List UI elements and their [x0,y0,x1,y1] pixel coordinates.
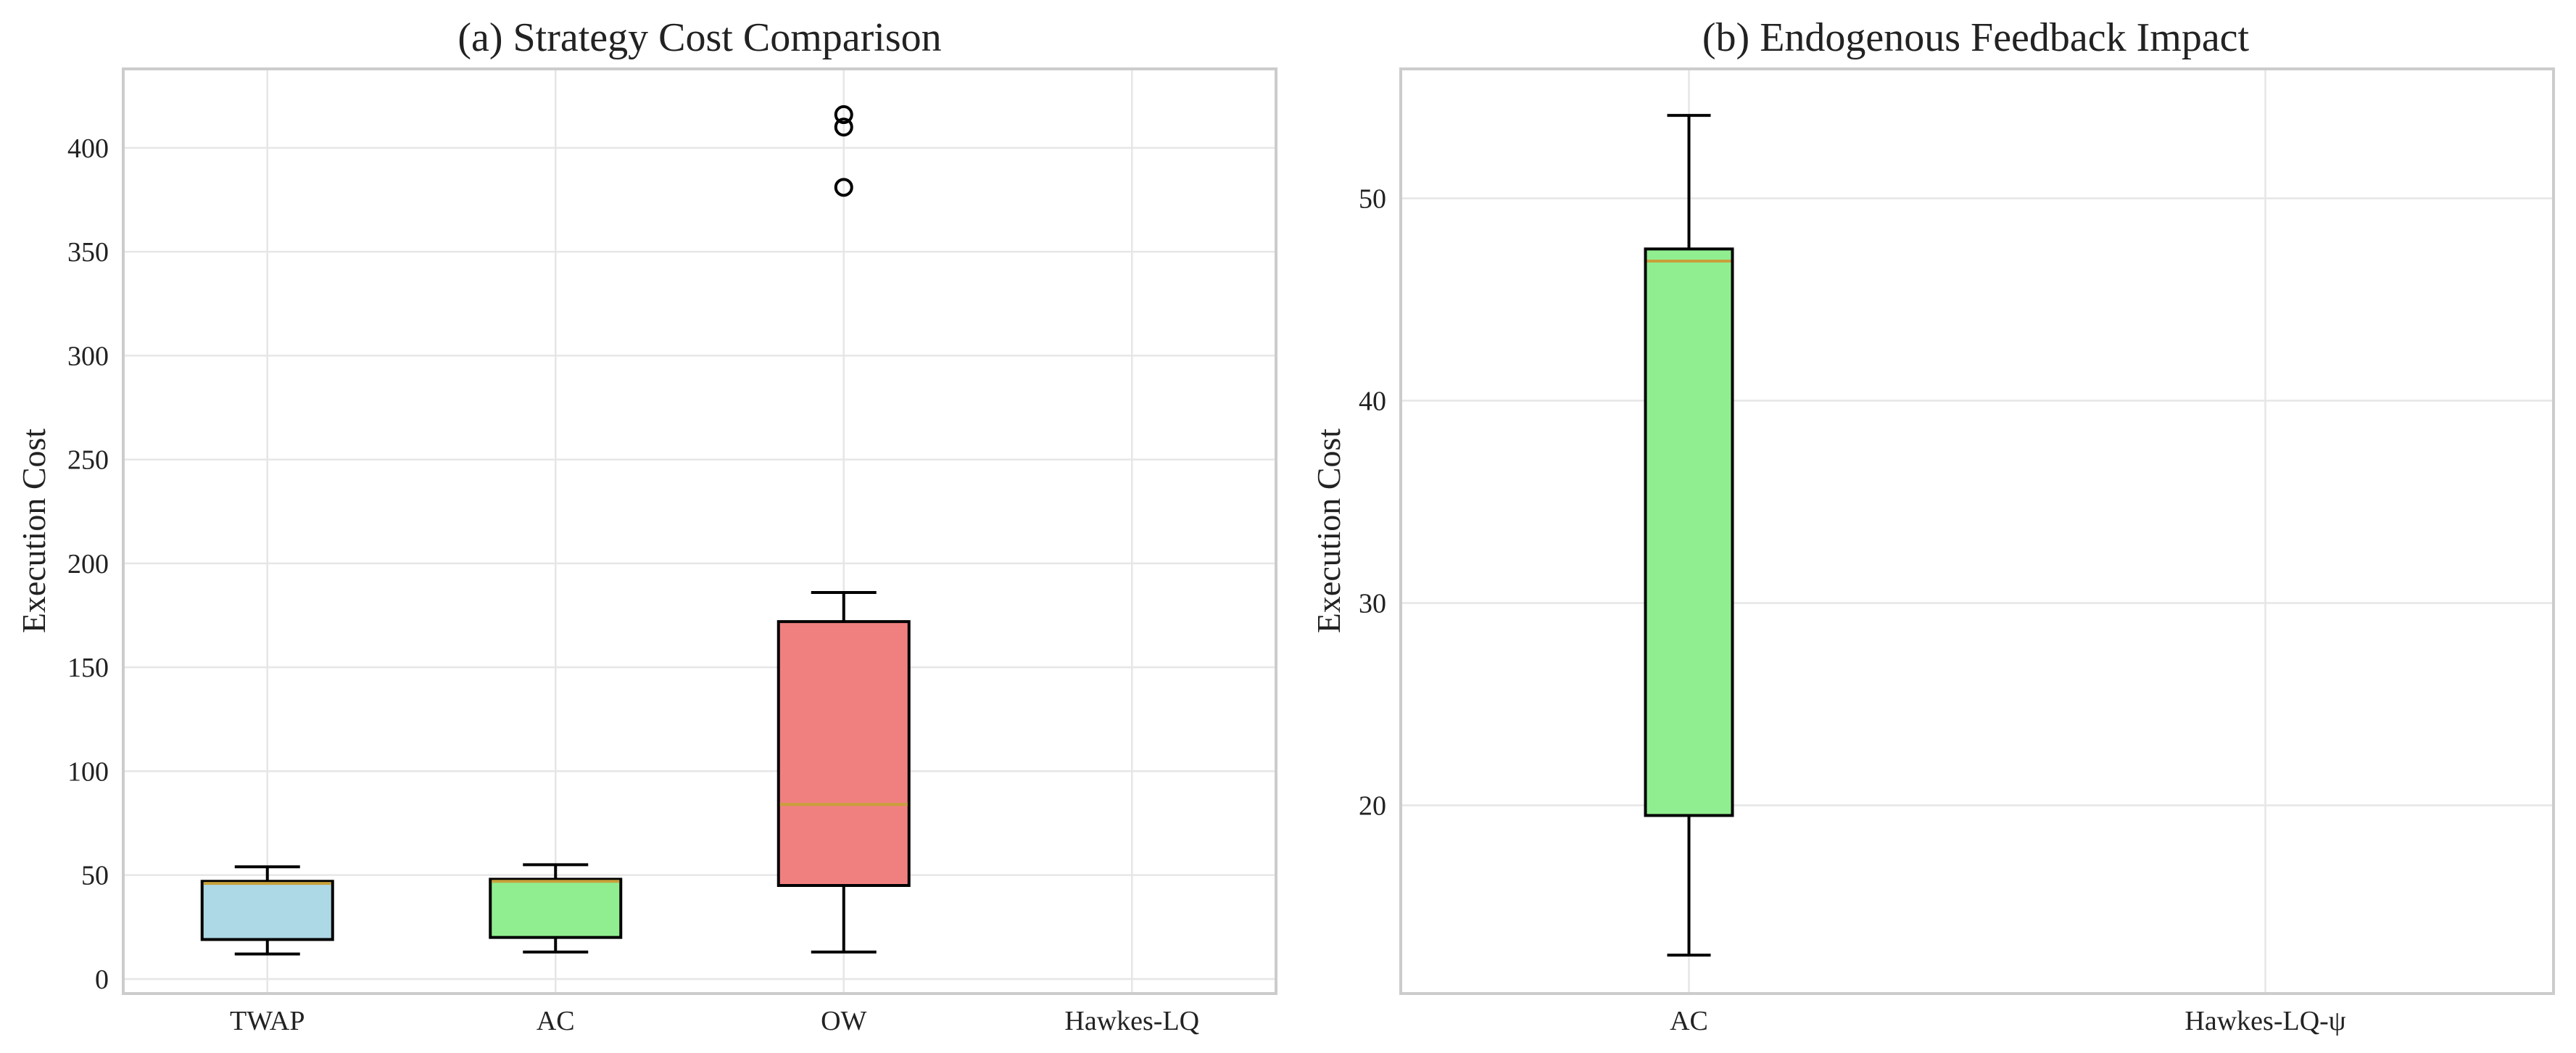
outlier-point [834,178,853,197]
x-axis: TWAP AC OW Hawkes-LQ [230,1006,1199,1036]
plot-area [122,67,1277,995]
y-axis: 20 30 40 50 [1359,184,1386,822]
chart-title: (b) Endogenous Feedback Impact [1702,15,2250,60]
x-tick-label: Hawkes-LQ-ψ [2184,1006,2345,1036]
y-tick-label: 200 [67,549,109,579]
box-ac [1644,114,1734,957]
grid [123,69,1276,994]
x-tick-label: AC [537,1006,575,1036]
box-iqr [1644,247,1734,817]
x-tick-label: Hawkes-LQ [1064,1006,1199,1036]
panel-strategy-cost-comparison: (a) Strategy Cost Comparison 0 50 100 150 20… [15,15,1277,1036]
y-axis: 0 50 100 150 200 250 300 350 400 [67,133,109,995]
y-tick-label: 350 [67,237,109,268]
y-tick-label: 20 [1359,791,1386,822]
box-twap [200,865,334,956]
x-axis: AC Hawkes-LQ-ψ [1670,1006,2346,1036]
panel-endogenous-feedback-impact: (b) Endogenous Feedback Impact 20304050 … [1310,15,2555,1036]
y-tick-label: 30 [1359,589,1386,619]
y-tick-label: 0 [95,965,109,995]
box-iqr [200,880,334,941]
plot-area [1399,67,2555,995]
y-tick-label: 40 [1359,387,1386,417]
box-series [1644,114,1734,957]
x-tick-label: AC [1670,1006,1708,1036]
x-tick-label: OW [821,1006,866,1036]
box-series [200,105,911,956]
y-tick-label: 50 [1359,184,1386,215]
y-tick-label: 100 [67,756,109,787]
box-ow [776,105,911,954]
y-axis-label: Execution Cost [15,429,52,634]
y-axis-label: Execution Cost [1310,429,1347,634]
y-tick-label: 150 [67,653,109,683]
grid [1401,69,2554,994]
y-tick-label: 250 [67,445,109,476]
y-tick-label: 50 [81,861,109,891]
box-iqr [776,620,911,888]
x-tick-label: TWAP [230,1006,305,1036]
outlier-point [834,117,853,137]
y-tick-label: 400 [67,133,109,164]
chart-title: (a) Strategy Cost Comparison [457,15,941,60]
outlier-point [834,105,853,125]
box-ac [489,863,623,954]
box-iqr [489,878,623,939]
y-tick-label: 300 [67,341,109,371]
